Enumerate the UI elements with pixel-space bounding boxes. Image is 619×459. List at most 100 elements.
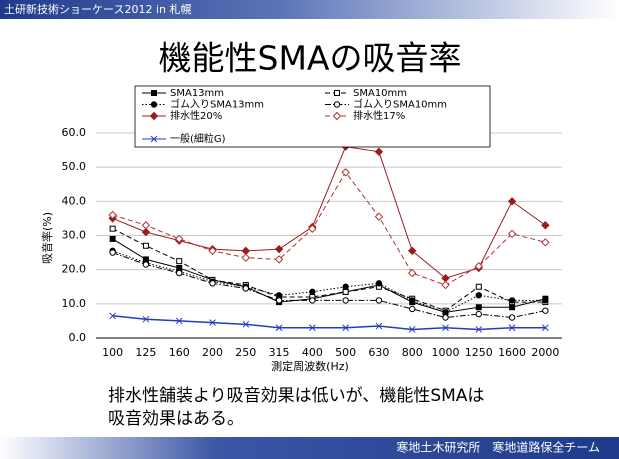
marker <box>209 280 216 287</box>
marker <box>332 111 342 121</box>
marker <box>409 305 416 313</box>
marker <box>308 224 317 233</box>
x-tick-label: 100 <box>102 346 123 359</box>
marker <box>334 90 340 96</box>
y-axis-label: 吸音率(%) <box>40 212 54 264</box>
series-line <box>112 252 546 319</box>
marker <box>374 212 384 221</box>
marker <box>442 324 449 332</box>
marker <box>408 268 417 278</box>
marker <box>142 315 150 323</box>
marker <box>442 309 449 316</box>
marker <box>242 285 249 292</box>
series-line <box>112 315 546 331</box>
y-tick-label: 50.0 <box>62 160 87 173</box>
marker <box>475 283 482 290</box>
x-tick-label: 630 <box>368 346 389 359</box>
legend-label: SMA10mm <box>353 88 407 99</box>
marker <box>274 244 284 254</box>
marker <box>176 258 183 265</box>
marker <box>241 253 250 262</box>
marker <box>274 255 284 264</box>
x-tick-label: 250 <box>235 346 256 359</box>
marker <box>507 229 517 238</box>
marker <box>242 320 250 328</box>
marker <box>342 297 349 304</box>
marker <box>241 246 250 256</box>
x-tick-label: 1250 <box>465 346 493 359</box>
marker <box>175 234 184 244</box>
marker <box>541 221 550 230</box>
y-tick-label: 60.0 <box>62 126 87 139</box>
legend-label: SMA13mm <box>170 88 224 99</box>
x-tick-label: 1000 <box>432 346 460 359</box>
legend-label: 排水性17% <box>353 109 405 122</box>
series-line <box>112 228 546 312</box>
marker <box>508 314 516 321</box>
marker <box>342 324 349 332</box>
marker <box>408 326 416 333</box>
legend-label: ゴム入りSMA13mm <box>170 98 264 111</box>
marker <box>542 307 549 314</box>
marker <box>108 210 117 220</box>
marker <box>374 147 384 156</box>
caption-line: 吸音効果はある。 <box>108 409 244 429</box>
x-tick-label: 2000 <box>531 346 559 359</box>
marker <box>542 324 549 332</box>
x-tick-label: 125 <box>135 346 156 359</box>
marker <box>109 249 116 256</box>
marker <box>475 304 482 311</box>
y-tick-label: 0.0 <box>69 331 87 344</box>
marker <box>309 297 316 304</box>
marker <box>375 280 383 287</box>
marker <box>442 314 449 321</box>
marker <box>309 288 316 296</box>
marker <box>209 319 216 326</box>
marker <box>151 90 157 96</box>
marker <box>275 297 283 304</box>
marker <box>375 297 383 304</box>
marker <box>150 101 158 108</box>
x-tick-label: 400 <box>302 346 323 359</box>
x-tick-label: 315 <box>269 346 290 359</box>
footer-text: 寒地土木研究所 寒地道路保全チーム <box>396 440 600 455</box>
x-tick-label: 500 <box>335 346 356 359</box>
y-tick-label: 10.0 <box>62 297 87 310</box>
marker <box>509 304 516 311</box>
y-tick-label: 30.0 <box>62 229 87 242</box>
header-bar <box>0 0 619 19</box>
marker <box>141 221 151 230</box>
series-line <box>112 238 546 313</box>
legend-label: 排水性20% <box>170 109 222 122</box>
y-tick-label: 20.0 <box>62 263 87 276</box>
marker <box>408 246 417 256</box>
marker <box>208 246 217 256</box>
marker <box>142 261 150 268</box>
x-tick-label: 200 <box>202 346 223 359</box>
chart-title: 機能性SMAの吸音率 <box>159 39 462 78</box>
marker <box>507 197 517 206</box>
marker <box>150 135 158 143</box>
x-tick-label: 160 <box>169 346 190 359</box>
x-tick-label: 800 <box>402 346 423 359</box>
marker <box>475 326 483 333</box>
legend-box <box>134 85 491 148</box>
marker <box>409 297 416 304</box>
marker <box>541 238 550 247</box>
marker <box>275 292 283 299</box>
x-tick-label: 1600 <box>498 346 526 359</box>
footer-bar <box>0 437 619 459</box>
marker <box>333 101 341 108</box>
marker <box>176 269 183 277</box>
marker <box>441 280 450 290</box>
header-text: 土研新技術ショーケース2012 in 札幌 <box>4 2 191 16</box>
marker <box>508 297 516 304</box>
legend-label: ゴム入りSMA10mm <box>353 98 447 111</box>
marker <box>142 242 149 249</box>
marker <box>149 111 159 121</box>
marker <box>341 168 350 177</box>
marker <box>141 227 151 237</box>
y-tick-label: 40.0 <box>62 194 87 207</box>
marker <box>542 297 549 304</box>
